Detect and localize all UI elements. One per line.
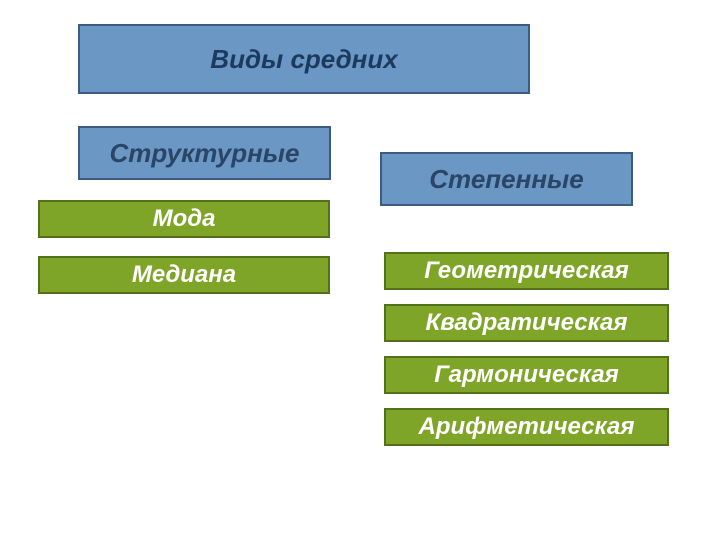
right-item: Гармоническая bbox=[384, 356, 669, 394]
right-item-label: Арифметическая bbox=[419, 413, 635, 441]
right-item-label: Квадратическая bbox=[425, 309, 627, 337]
left-header-box: Структурные bbox=[78, 126, 331, 180]
left-item: Медиана bbox=[38, 256, 330, 294]
right-item: Геометрическая bbox=[384, 252, 669, 290]
right-item-label: Геометрическая bbox=[424, 257, 629, 285]
left-item-label: Медиана bbox=[132, 261, 236, 289]
right-item: Квадратическая bbox=[384, 304, 669, 342]
right-item: Арифметическая bbox=[384, 408, 669, 446]
left-item-label: Мода bbox=[153, 205, 216, 233]
title-box: Виды средних bbox=[78, 24, 530, 94]
title-label: Виды средних bbox=[210, 44, 397, 75]
right-item-label: Гармоническая bbox=[434, 361, 619, 389]
left-item: Мода bbox=[38, 200, 330, 238]
right-header-label: Степенные bbox=[429, 164, 583, 195]
left-header-label: Структурные bbox=[110, 138, 300, 169]
right-header-box: Степенные bbox=[380, 152, 633, 206]
